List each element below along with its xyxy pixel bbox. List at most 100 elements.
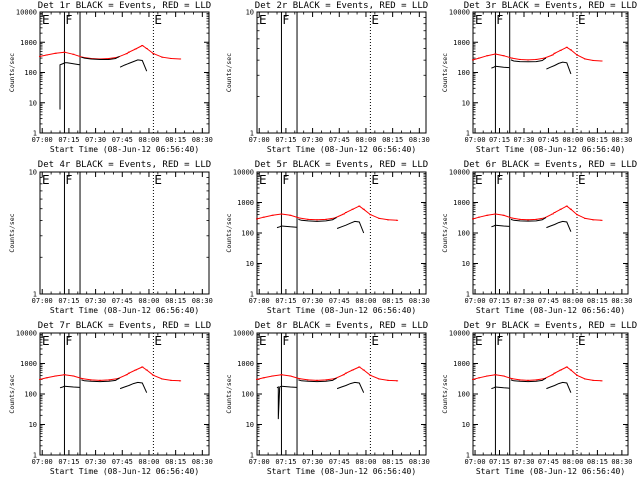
x-tick-label: 08:00: [562, 458, 583, 466]
y-tick-label: 100: [24, 391, 37, 399]
y-tick-label: 1: [466, 130, 470, 138]
y-tick-label: 100: [457, 391, 470, 399]
x-tick-label: 07:15: [58, 297, 79, 305]
x-tick-label: 08:30: [611, 136, 632, 144]
flag-label: E: [42, 173, 50, 187]
panel-title: Det 1r BLACK = Events, RED = LLD: [38, 1, 211, 11]
y-tick-label: 1: [250, 291, 254, 299]
y-tick-label: 10000: [233, 169, 254, 177]
events-series-line: [64, 62, 80, 66]
x-tick-label: 07:30: [513, 297, 534, 305]
x-axis-label: Start Time (08-Jun-12 06:56:40): [267, 306, 416, 315]
flag-label: E: [154, 13, 162, 27]
flag-label: E: [259, 334, 267, 348]
detector-panel-5: Det 5r BLACK = Events, RED = LLD 1 10 100 10…: [225, 160, 430, 315]
y-tick-label: 1: [250, 130, 254, 138]
events-series-line: [281, 225, 297, 228]
x-tick-label: 07:45: [112, 458, 133, 466]
plot-frame: [256, 11, 427, 134]
y-tick-label: 1: [33, 291, 37, 299]
events-series-line: [495, 65, 510, 69]
x-tick-label: 07:00: [465, 136, 486, 144]
detector-panel-4: Det 4r BLACK = Events, RED = LLD 1 10 07:00…: [8, 160, 213, 315]
events-series-line: [546, 61, 572, 75]
detector-panel-9: Det 9r BLACK = Events, RED = LLD 1 10 100 10…: [441, 321, 637, 476]
y-axis-label: Counts/sec: [441, 213, 449, 252]
events-series-line: [81, 377, 120, 383]
flag-label: F: [496, 173, 503, 187]
flag-label: E: [154, 173, 162, 187]
events-series-line: [510, 217, 547, 222]
y-tick-label: 10: [462, 421, 470, 429]
panel-title: Det 6r BLACK = Events, RED = LLD: [464, 160, 637, 170]
x-tick-label: 07:00: [32, 458, 53, 466]
x-axis-label: Start Time (08-Jun-12 06:56:40): [50, 145, 199, 154]
x-tick-label: 07:00: [32, 297, 53, 305]
flag-label: F: [65, 173, 72, 187]
panel-title: Det 5r BLACK = Events, RED = LLD: [255, 160, 428, 170]
flag-label: E: [371, 173, 379, 187]
x-tick-label: 07:30: [302, 297, 323, 305]
plot-frame: [472, 171, 629, 295]
flag-label: F: [496, 13, 503, 27]
plot-frame: [472, 11, 629, 134]
panel-title: Det 2r BLACK = Events, RED = LLD: [255, 1, 428, 11]
x-tick-label: 08:15: [165, 458, 186, 466]
plot-frame: [39, 171, 210, 295]
x-axis-label: Start Time (08-Jun-12 06:56:40): [267, 467, 416, 476]
x-tick-label: 07:00: [249, 136, 270, 144]
x-tick-label: 08:30: [192, 136, 213, 144]
flag-label: E: [371, 334, 379, 348]
lld-series-line: [39, 366, 181, 382]
y-tick-label: 1000: [237, 360, 254, 368]
x-tick-label: 08:30: [409, 297, 430, 305]
x-tick-label: 07:30: [85, 136, 106, 144]
x-axis-label: Start Time (08-Jun-12 06:56:40): [50, 306, 199, 315]
x-tick-label: 08:30: [611, 458, 632, 466]
x-tick-label: 07:45: [538, 136, 559, 144]
x-tick-label: 08:15: [587, 297, 608, 305]
flag-label: E: [42, 13, 50, 27]
events-series-line: [336, 381, 365, 393]
flag-label: E: [475, 173, 483, 187]
x-tick-label: 08:30: [192, 458, 213, 466]
flag-label: E: [259, 173, 267, 187]
events-series-line: [276, 225, 282, 229]
plot-frame: [39, 11, 210, 134]
y-tick-label: 10: [462, 99, 470, 107]
y-tick-label: 1000: [453, 39, 470, 47]
plot-frame: [256, 171, 427, 295]
events-series-line: [59, 385, 65, 389]
flag-label: F: [282, 334, 289, 348]
lld-series-line: [472, 46, 602, 62]
x-tick-label: 08:00: [138, 136, 159, 144]
events-series-line: [495, 224, 510, 227]
x-tick-label: 07:00: [32, 136, 53, 144]
panel-title: Det 4r BLACK = Events, RED = LLD: [38, 160, 211, 170]
x-tick-label: 08:00: [355, 458, 376, 466]
x-tick-label: 07:15: [58, 458, 79, 466]
y-tick-label: 100: [457, 230, 470, 238]
x-tick-label: 07:00: [249, 458, 270, 466]
x-tick-label: 07:45: [329, 458, 350, 466]
y-tick-label: 100: [24, 69, 37, 77]
x-axis-label: Start Time (08-Jun-12 06:56:40): [267, 145, 416, 154]
x-axis-label: Start Time (08-Jun-12 06:56:40): [476, 145, 625, 154]
events-series-line: [59, 62, 65, 110]
y-tick-label: 100: [241, 230, 254, 238]
y-tick-label: 10: [29, 99, 37, 107]
plot-frame: [39, 332, 210, 456]
y-tick-label: 10: [29, 169, 37, 177]
y-tick-label: 100: [457, 69, 470, 77]
y-axis-label: Counts/sec: [225, 53, 233, 92]
flag-label: E: [475, 13, 483, 27]
y-tick-label: 1: [250, 452, 254, 460]
x-tick-label: 07:45: [112, 297, 133, 305]
events-series-line: [119, 381, 148, 393]
x-tick-label: 08:15: [165, 297, 186, 305]
y-tick-label: 10: [462, 260, 470, 268]
events-series-line: [298, 217, 337, 222]
y-tick-label: 10000: [449, 9, 470, 17]
y-tick-label: 1000: [453, 360, 470, 368]
flag-label: E: [475, 334, 483, 348]
